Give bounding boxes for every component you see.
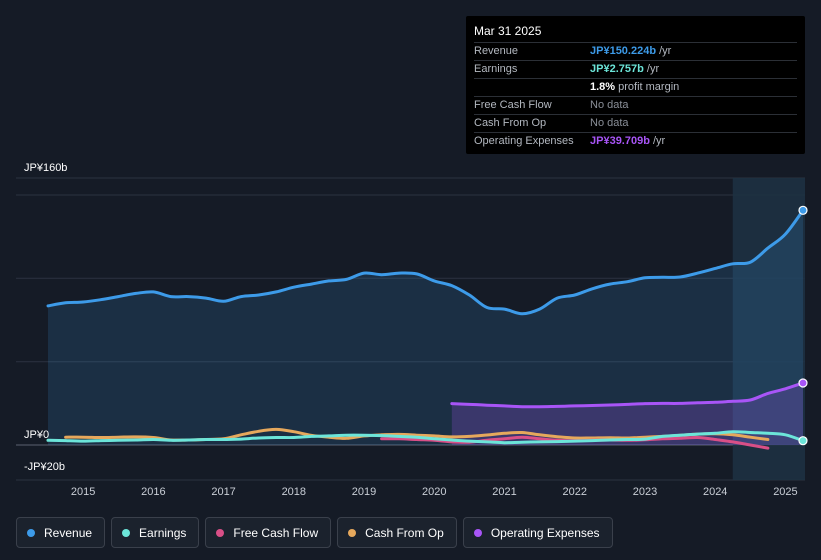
legend-dot-icon: [27, 528, 35, 537]
tooltip-value: No data: [590, 99, 629, 111]
marker-operating-expenses: [798, 378, 808, 388]
y-axis-label-zero: JP¥0: [24, 429, 49, 441]
x-tick-label: 2017: [211, 486, 235, 498]
legend-label: Operating Expenses: [490, 525, 600, 540]
tooltip-value: JP¥150.224b: [590, 45, 657, 57]
tooltip-row-cash-from-op: Cash From Op No data: [474, 114, 797, 132]
x-tick-label: 2022: [563, 486, 587, 498]
tooltip-unit: /yr: [643, 63, 660, 75]
x-tick-label: 2024: [703, 486, 727, 498]
tooltip-row-free-cash-flow: Free Cash Flow No data: [474, 96, 797, 114]
x-tick-label: 2019: [352, 486, 376, 498]
tooltip-row-earnings: Earnings JP¥2.757b /yr: [474, 60, 797, 78]
area-revenue: [48, 210, 803, 445]
legend-item-revenue[interactable]: Revenue: [16, 517, 106, 548]
x-tick-label: 2021: [492, 486, 516, 498]
line-revenue: [46, 208, 805, 316]
legend-dot-icon: [122, 528, 131, 537]
legend-item-cash-from-op[interactable]: Cash From Op: [337, 517, 457, 548]
tooltip-unit: /yr: [649, 135, 666, 147]
x-tick-label: 2023: [633, 486, 657, 498]
tooltip-row-revenue: Revenue JP¥150.224b /yr: [474, 42, 797, 60]
tooltip-key: Free Cash Flow: [474, 99, 552, 111]
tooltip-date: Mar 31 2025: [474, 24, 542, 38]
legend: Revenue Earnings Free Cash Flow Cash Fro…: [16, 517, 613, 549]
legend-dot-icon: [348, 528, 357, 537]
gridlines: [16, 177, 805, 481]
chart-area: JP¥160b JP¥0 -JP¥20b 2015 2016 2017 2018 201…: [16, 162, 808, 498]
hover-tooltip: Mar 31 2025 Revenue JP¥150.224b /yr Earn…: [466, 16, 805, 154]
x-tick-label: 2025: [773, 486, 797, 498]
legend-item-earnings[interactable]: Earnings: [111, 517, 200, 548]
tooltip-unit: /yr: [656, 45, 672, 57]
legend-dot-icon: [216, 528, 225, 537]
legend-label: Free Cash Flow: [233, 525, 319, 540]
tooltip-key: Earnings: [474, 63, 518, 75]
line-earnings: [46, 430, 805, 445]
legend-item-free-cash-flow[interactable]: Free Cash Flow: [205, 517, 332, 548]
x-axis: 2015 2016 2017 2018 2019 2020 2021 2022 2023 2024…: [71, 486, 798, 498]
legend-label: Revenue: [44, 525, 93, 540]
tooltip-row-profit-margin: 1.8% profit margin: [474, 78, 797, 96]
tooltip-key: Cash From Op: [474, 117, 547, 129]
area-operating-expenses: [451, 383, 803, 445]
tooltip-key: Operating Expenses: [474, 135, 574, 147]
marker-earnings: [798, 436, 808, 446]
legend-item-operating-expenses[interactable]: Operating Expenses: [462, 517, 613, 548]
legend-dot-icon: [473, 528, 482, 537]
x-tick-label: 2020: [422, 486, 446, 498]
x-tick-label: 2015: [71, 486, 95, 498]
x-tick-label: 2016: [141, 486, 165, 498]
forecast-shading: [732, 178, 805, 480]
series-areas: [48, 210, 803, 445]
tooltip-key: [474, 79, 590, 96]
line-operating-expenses: [450, 381, 805, 409]
x-tick-label: 2018: [282, 486, 306, 498]
tooltip-value: JP¥2.757b: [590, 63, 644, 75]
tooltip-key: Revenue: [474, 45, 519, 57]
tooltip-value: JP¥39.709b: [590, 135, 650, 147]
tooltip-value: No data: [590, 117, 629, 129]
legend-label: Earnings: [139, 525, 187, 540]
tooltip-unit: profit margin: [615, 81, 680, 93]
y-axis-label-top: JP¥160b: [24, 162, 67, 174]
end-markers: [798, 205, 808, 446]
series-lines: [46, 208, 805, 450]
tooltip-value: 1.8%: [590, 81, 616, 93]
tooltip-row-operating-expenses: Operating Expenses JP¥39.709b /yr: [474, 132, 797, 150]
y-axis-label-bottom: -JP¥20b: [24, 461, 65, 473]
legend-label: Cash From Op: [365, 525, 444, 540]
marker-revenue: [798, 205, 808, 215]
